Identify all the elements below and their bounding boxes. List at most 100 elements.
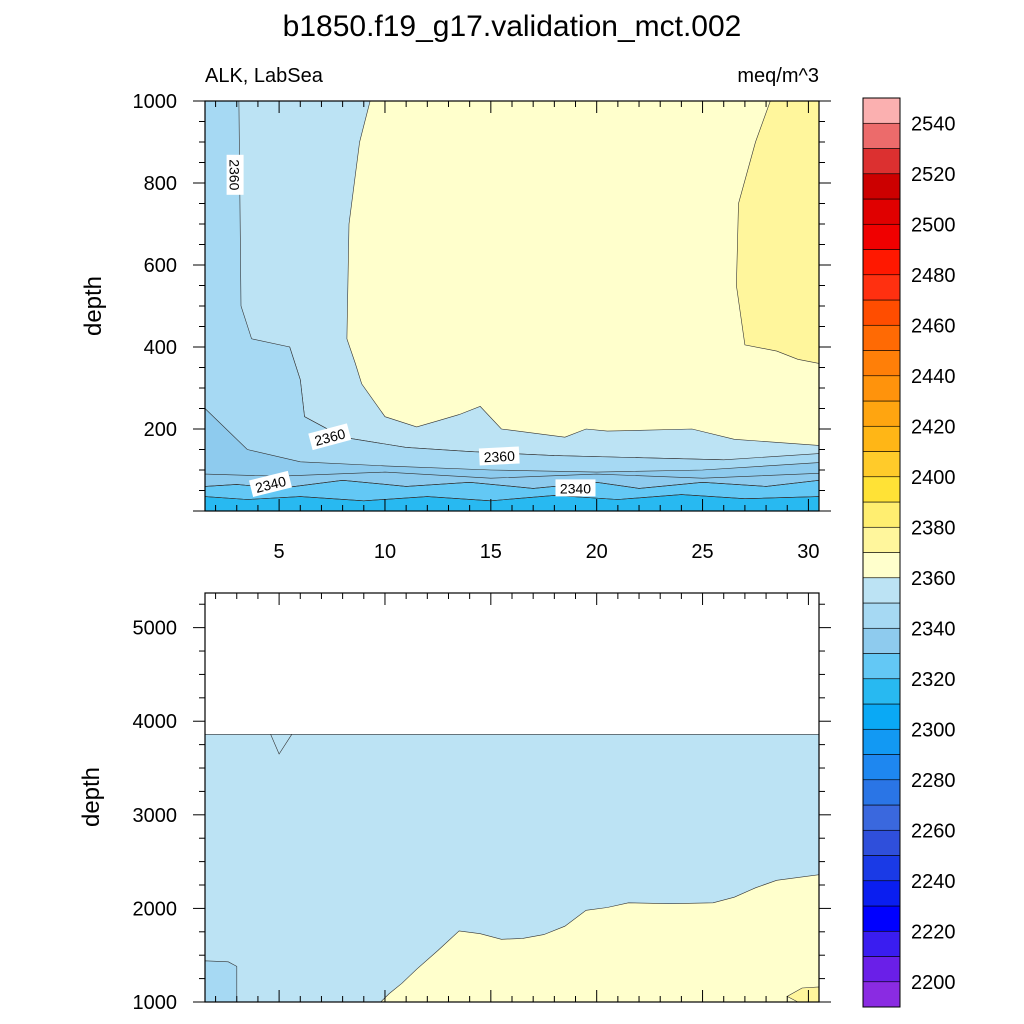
- lower-ylabel: depth: [78, 767, 105, 827]
- contour-label-bg: [478, 446, 520, 466]
- colorbar-tick-label: 2380: [911, 517, 956, 539]
- colorbar-tick-label: 2240: [911, 871, 956, 893]
- x-tick-label: 10: [374, 541, 396, 563]
- contour-label: 2340: [555, 479, 596, 497]
- contour-line: [270, 734, 293, 755]
- colorbar-tick-label: 2520: [911, 164, 956, 186]
- colorbar-swatch: [862, 223, 901, 250]
- colorbar-swatch: [862, 602, 901, 629]
- contour-label-text: 2340: [560, 480, 591, 496]
- colorbar-swatch: [862, 501, 901, 528]
- upper-ylabel: depth: [80, 276, 107, 336]
- contour-label-bg: [249, 470, 292, 498]
- colorbar-swatch: [862, 829, 901, 856]
- colorbar-swatch: [862, 350, 901, 377]
- colorbar-tick-label: 2440: [911, 366, 956, 388]
- colorbar-swatch: [862, 324, 901, 351]
- colorbar-swatch: [862, 198, 901, 225]
- upper-panel: ALK, LabSea meq/m^3 2340 2340 2360 2360 2360…: [80, 65, 831, 563]
- x-tick-label: 25: [691, 541, 713, 563]
- upper-regions: [204, 100, 820, 512]
- contour-region-2380-2390: [379, 874, 820, 1003]
- colorbar-swatch: [862, 249, 901, 276]
- colorbar-swatch: [862, 173, 901, 200]
- x-tick-label: 5: [274, 541, 285, 563]
- colorbar-tick-label: 2340: [911, 618, 956, 640]
- y-tick-label: 5000: [133, 618, 178, 640]
- upper-contour-labels: 2340 2340 2360 2360 2360: [226, 154, 596, 498]
- x-tick-label: 15: [480, 541, 502, 563]
- colorbar-frame: [862, 97, 901, 1008]
- colorbar-tick-label: 2220: [911, 921, 956, 943]
- y-tick-label: 3000: [133, 805, 178, 827]
- colorbar-swatch: [862, 375, 901, 402]
- colorbar-tick-label: 2280: [911, 770, 956, 792]
- contour-region-2380-2390: [346, 100, 820, 446]
- colorbar-swatch: [862, 754, 901, 781]
- contour-label: 2360: [478, 446, 520, 466]
- lower-axes: 1000 2000 3000 4000 5000: [133, 593, 831, 1014]
- contour-region-2370-2380: [204, 960, 238, 1003]
- figure-title: b1850.f19_g17.validation_mct.002: [283, 10, 742, 43]
- colorbar-swatch: [862, 804, 901, 831]
- colorbar: [862, 97, 901, 1008]
- contour-label: 2340: [249, 470, 292, 498]
- upper-left-label: ALK, LabSea: [205, 65, 324, 87]
- colorbar-swatch: [862, 476, 901, 503]
- contour-region-2370-2380: [204, 100, 820, 473]
- colorbar-swatch: [862, 653, 901, 680]
- contour-label-bg: [308, 423, 352, 451]
- colorbar-tick-label: 2260: [911, 820, 956, 842]
- lower-panel: 1000 2000 3000 4000 5000 depth: [78, 592, 831, 1014]
- colorbar-swatch: [862, 400, 901, 427]
- lower-contour-lines: [270, 734, 293, 755]
- colorbar-swatch: [862, 552, 901, 579]
- y-tick-label: 400: [144, 337, 177, 359]
- colorbar-swatch: [862, 425, 901, 452]
- x-tick-label: 20: [586, 541, 608, 563]
- colorbar-swatch: [862, 526, 901, 553]
- contour-label-text: 2340: [254, 473, 288, 496]
- y-tick-label: 4000: [133, 711, 178, 733]
- colorbar-tick-label: 2320: [911, 669, 956, 691]
- y-tick-label: 200: [144, 419, 177, 441]
- colorbar-swatch: [862, 981, 901, 1008]
- colorbar-tick-label: 2460: [911, 315, 956, 337]
- y-tick-label: 1000: [133, 992, 178, 1014]
- contour-label: 2360: [308, 423, 352, 451]
- contour-label-bg: [555, 479, 596, 497]
- colorbar-swatch: [862, 577, 901, 604]
- lower-regions: [204, 733, 820, 1003]
- colorbar-swatch: [862, 779, 901, 806]
- colorbar-swatch: [862, 930, 901, 957]
- y-tick-label: 800: [144, 173, 177, 195]
- contour-label-text: 2360: [227, 159, 243, 190]
- colorbar-swatch: [862, 678, 901, 705]
- x-tick-label: 30: [797, 541, 819, 563]
- contour-label-bg: [226, 154, 244, 195]
- y-tick-label: 600: [144, 255, 177, 277]
- colorbar-tick-label: 2480: [911, 265, 956, 287]
- colorbar-swatch: [862, 148, 901, 175]
- colorbar-labels: 2200 2220 2240 2260 2280 2300 2320 2340 2360 2380…: [911, 113, 956, 994]
- colorbar-tick-label: 2420: [911, 416, 956, 438]
- colorbar-swatch: [862, 855, 901, 882]
- colorbar-swatch: [862, 627, 901, 654]
- colorbar-swatch: [862, 956, 901, 983]
- contour-label-text: 2360: [483, 448, 515, 466]
- y-tick-label: 2000: [133, 898, 178, 920]
- colorbar-swatch: [862, 905, 901, 932]
- colorbar-tick-label: 2200: [911, 972, 956, 994]
- colorbar-tick-label: 2540: [911, 113, 956, 135]
- colorbar-tick-label: 2400: [911, 467, 956, 489]
- y-tick-label: 1000: [133, 91, 178, 113]
- colorbar-swatch: [862, 274, 901, 301]
- colorbar-swatch: [862, 122, 901, 149]
- colorbar-swatch: [862, 728, 901, 755]
- upper-axes: 5 10 15 20 25 30 200 400 600 800 1000: [133, 91, 831, 563]
- contour-label: 2360: [226, 154, 244, 195]
- colorbar-tick-label: 2360: [911, 568, 956, 590]
- colorbar-swatch: [862, 451, 901, 478]
- colorbar-swatch: [862, 97, 901, 124]
